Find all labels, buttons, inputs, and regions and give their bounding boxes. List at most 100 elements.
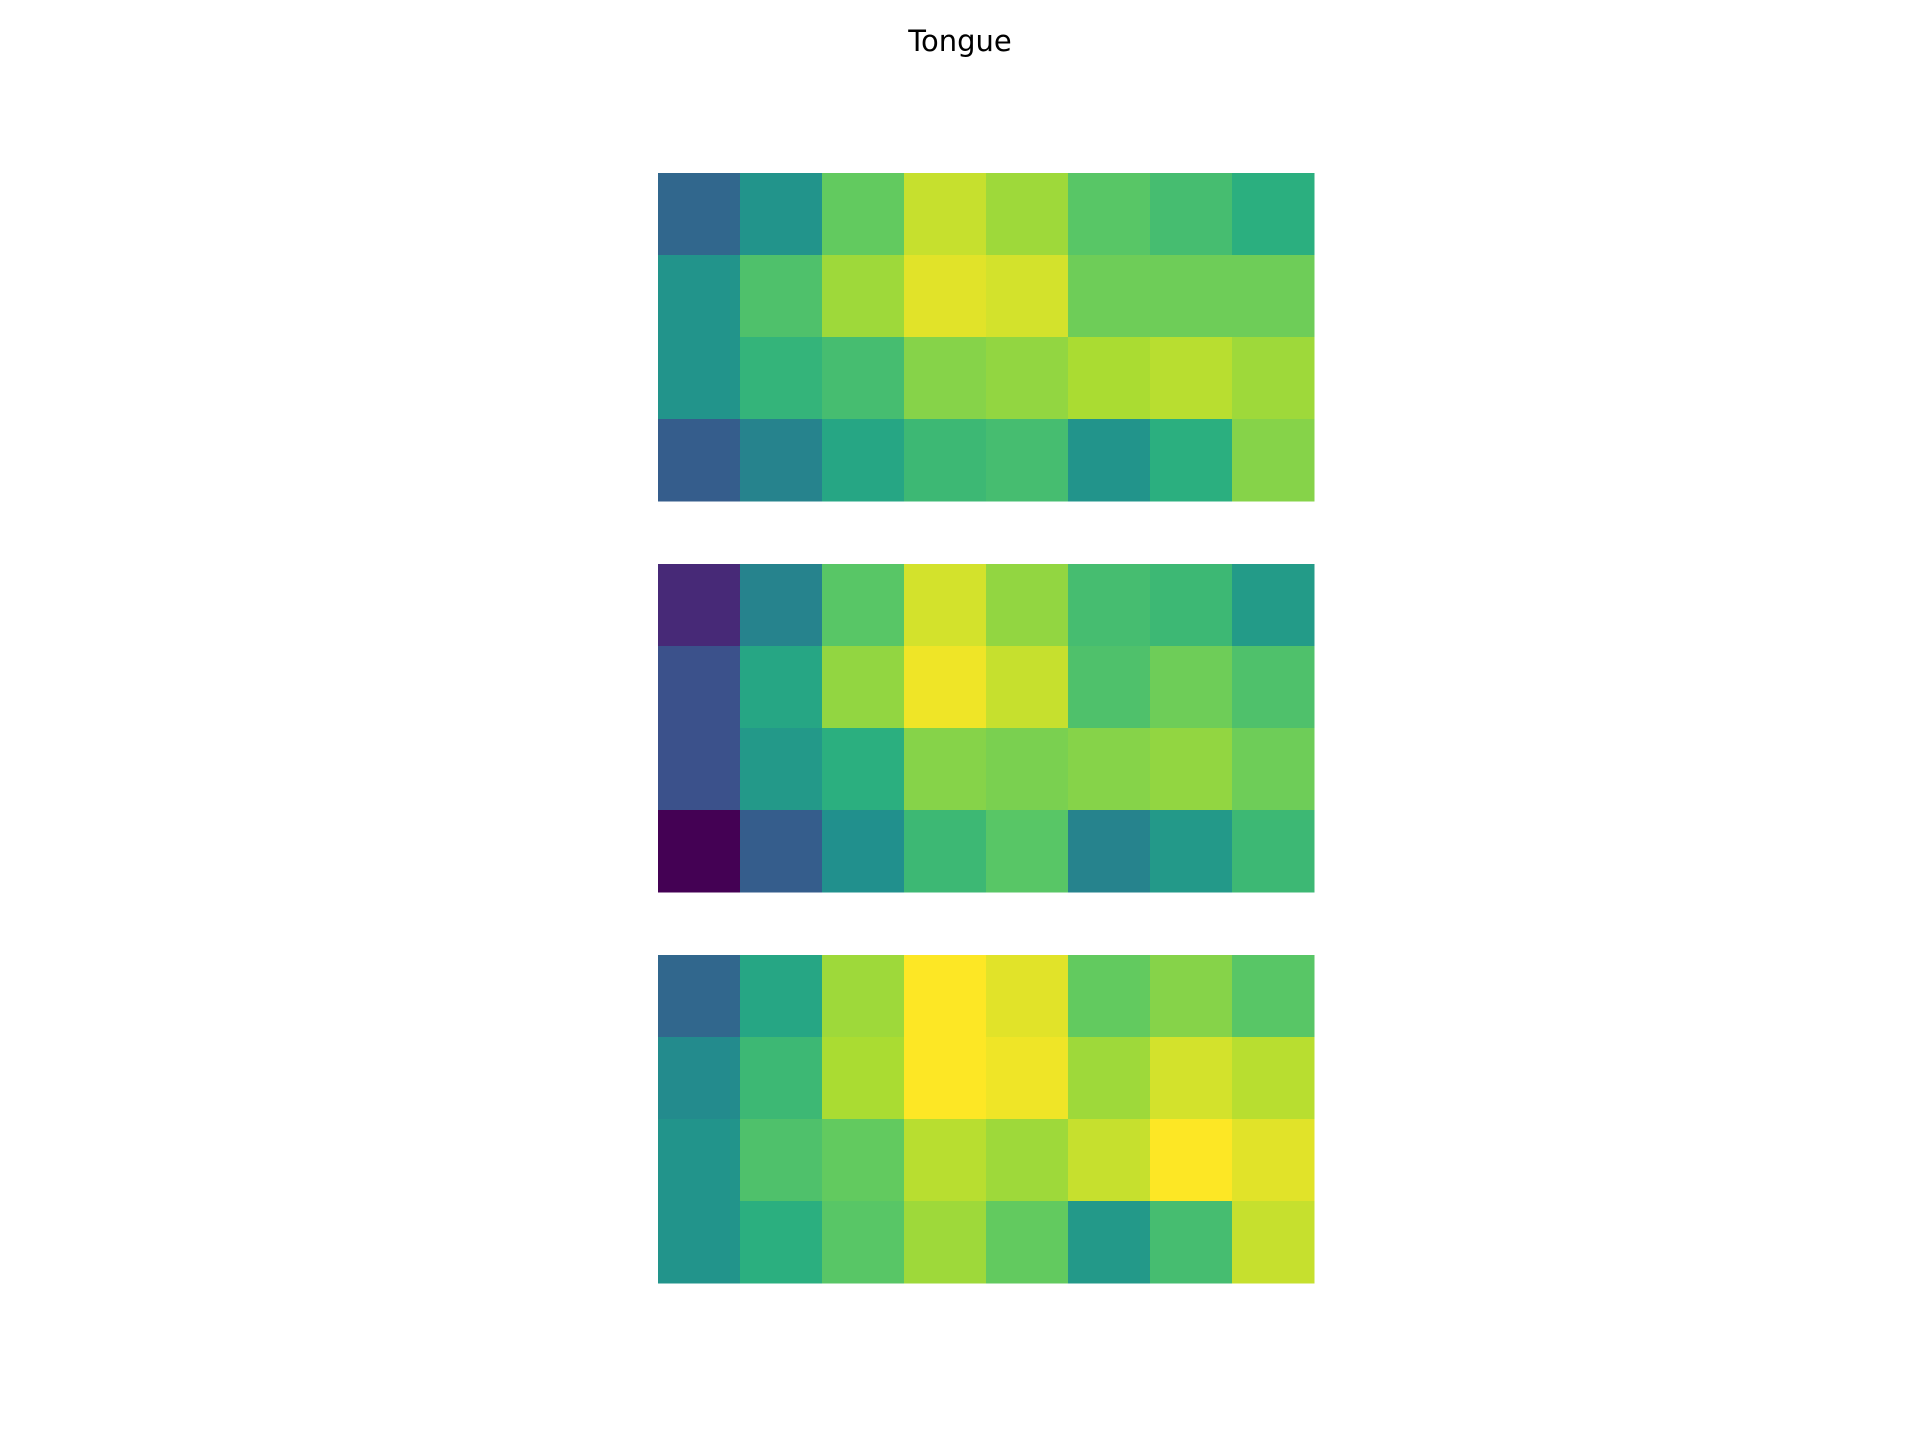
heatmap-cell-p1-r1-c5 xyxy=(986,173,1069,256)
heatmap-cell-p2-r1-c4 xyxy=(904,564,987,647)
heatmap-cell-p2-r3-c3 xyxy=(822,728,905,811)
heatmap-cell-p1-r4-c3 xyxy=(822,419,905,502)
heatmap-cell-p2-r4-c7 xyxy=(1150,810,1233,893)
heatmap-cell-p3-r1-c6 xyxy=(1068,955,1151,1038)
heatmap-cell-p3-r3-c3 xyxy=(822,1119,905,1202)
heatmap-cell-p1-r3-c1 xyxy=(658,337,741,420)
heatmap-cell-p1-r3-c2 xyxy=(740,337,823,420)
heatmap-cell-p3-r2-c4 xyxy=(904,1037,987,1120)
heatmap-cell-p1-r4-c6 xyxy=(1068,419,1151,502)
heatmap-cell-p1-r4-c8 xyxy=(1232,419,1315,502)
heatmap-cell-p3-r1-c4 xyxy=(904,955,987,1038)
heatmap-cell-p3-r2-c3 xyxy=(822,1037,905,1120)
heatmap-cell-p1-r1-c4 xyxy=(904,173,987,256)
heatmap-cell-p2-r3-c6 xyxy=(1068,728,1151,811)
heatmap-cell-p2-r1-c2 xyxy=(740,564,823,647)
heatmap-cell-p2-r2-c5 xyxy=(986,646,1069,729)
heatmap-cell-p1-r2-c1 xyxy=(658,255,741,338)
heatmap-cell-p3-r2-c6 xyxy=(1068,1037,1151,1120)
chart-title: Tongue xyxy=(908,24,1012,58)
heatmap-cell-p1-r3-c5 xyxy=(986,337,1069,420)
heatmap-cell-p2-r3-c2 xyxy=(740,728,823,811)
heatmap-cell-p1-r4-c2 xyxy=(740,419,823,502)
heatmap-panel-2 xyxy=(658,564,1315,893)
heatmap-cell-p1-r4-c7 xyxy=(1150,419,1233,502)
heatmap-cell-p2-r2-c4 xyxy=(904,646,987,729)
heatmap-cell-p2-r2-c1 xyxy=(658,646,741,729)
heatmap-cell-p1-r1-c6 xyxy=(1068,173,1151,256)
heatmap-cell-p3-r3-c1 xyxy=(658,1119,741,1202)
heatmap-cell-p1-r1-c2 xyxy=(740,173,823,256)
heatmap-cell-p1-r2-c8 xyxy=(1232,255,1315,338)
heatmap-cell-p2-r1-c1 xyxy=(658,564,741,647)
heatmap-cell-p3-r1-c3 xyxy=(822,955,905,1038)
heatmap-cell-p3-r3-c6 xyxy=(1068,1119,1151,1202)
heatmap-cell-p1-r4-c1 xyxy=(658,419,741,502)
heatmap-cell-p1-r3-c7 xyxy=(1150,337,1233,420)
heatmap-cell-p3-r1-c5 xyxy=(986,955,1069,1038)
heatmap-cell-p2-r4-c1 xyxy=(658,810,741,893)
heatmap-cell-p2-r2-c2 xyxy=(740,646,823,729)
heatmap-cell-p3-r4-c8 xyxy=(1232,1201,1315,1284)
heatmap-cell-p1-r2-c7 xyxy=(1150,255,1233,338)
heatmap-panel-3 xyxy=(658,955,1315,1284)
heatmap-cell-p3-r2-c8 xyxy=(1232,1037,1315,1120)
heatmap-cell-p3-r1-c7 xyxy=(1150,955,1233,1038)
heatmap-cell-p2-r2-c3 xyxy=(822,646,905,729)
heatmap-cell-p1-r2-c3 xyxy=(822,255,905,338)
heatmap-cell-p1-r3-c8 xyxy=(1232,337,1315,420)
heatmap-cell-p3-r3-c5 xyxy=(986,1119,1069,1202)
heatmap-cell-p3-r4-c5 xyxy=(986,1201,1069,1284)
heatmap-cell-p3-r1-c8 xyxy=(1232,955,1315,1038)
heatmap-cell-p3-r3-c4 xyxy=(904,1119,987,1202)
heatmap-cell-p2-r1-c5 xyxy=(986,564,1069,647)
heatmap-cell-p3-r4-c2 xyxy=(740,1201,823,1284)
heatmap-cell-p2-r1-c7 xyxy=(1150,564,1233,647)
heatmap-cell-p1-r1-c1 xyxy=(658,173,741,256)
heatmap-cell-p2-r3-c4 xyxy=(904,728,987,811)
heatmap-cell-p2-r4-c2 xyxy=(740,810,823,893)
heatmap-cell-p1-r3-c4 xyxy=(904,337,987,420)
heatmap-cell-p2-r3-c8 xyxy=(1232,728,1315,811)
heatmap-cell-p2-r1-c3 xyxy=(822,564,905,647)
heatmap-cell-p1-r3-c6 xyxy=(1068,337,1151,420)
heatmap-cell-p2-r3-c7 xyxy=(1150,728,1233,811)
heatmap-cell-p3-r4-c7 xyxy=(1150,1201,1233,1284)
heatmap-cell-p1-r1-c7 xyxy=(1150,173,1233,256)
heatmap-cell-p1-r2-c2 xyxy=(740,255,823,338)
heatmap-cell-p2-r4-c3 xyxy=(822,810,905,893)
heatmap-cell-p2-r3-c5 xyxy=(986,728,1069,811)
heatmap-cell-p1-r2-c5 xyxy=(986,255,1069,338)
heatmap-cell-p3-r3-c7 xyxy=(1150,1119,1233,1202)
heatmap-cell-p1-r2-c4 xyxy=(904,255,987,338)
heatmap-cell-p2-r4-c6 xyxy=(1068,810,1151,893)
heatmap-cell-p3-r1-c1 xyxy=(658,955,741,1038)
heatmap-cell-p2-r4-c4 xyxy=(904,810,987,893)
heatmap-cell-p2-r2-c6 xyxy=(1068,646,1151,729)
heatmap-cell-p3-r2-c5 xyxy=(986,1037,1069,1120)
heatmap-cell-p1-r1-c8 xyxy=(1232,173,1315,256)
heatmap-cell-p3-r4-c1 xyxy=(658,1201,741,1284)
heatmap-cell-p1-r4-c4 xyxy=(904,419,987,502)
heatmap-cell-p2-r4-c5 xyxy=(986,810,1069,893)
heatmap-cell-p3-r4-c4 xyxy=(904,1201,987,1284)
heatmap-cell-p3-r2-c2 xyxy=(740,1037,823,1120)
heatmap-cell-p2-r2-c8 xyxy=(1232,646,1315,729)
heatmap-cell-p3-r2-c1 xyxy=(658,1037,741,1120)
heatmap-cell-p1-r3-c3 xyxy=(822,337,905,420)
heatmap-panel-1 xyxy=(658,173,1315,502)
heatmap-cell-p2-r2-c7 xyxy=(1150,646,1233,729)
heatmap-cell-p2-r3-c1 xyxy=(658,728,741,811)
heatmap-cell-p3-r4-c3 xyxy=(822,1201,905,1284)
heatmap-cell-p3-r4-c6 xyxy=(1068,1201,1151,1284)
heatmap-cell-p1-r4-c5 xyxy=(986,419,1069,502)
heatmap-cell-p3-r2-c7 xyxy=(1150,1037,1233,1120)
heatmap-cell-p2-r1-c6 xyxy=(1068,564,1151,647)
heatmap-cell-p2-r1-c8 xyxy=(1232,564,1315,647)
heatmap-cell-p2-r4-c8 xyxy=(1232,810,1315,893)
heatmap-cell-p3-r3-c8 xyxy=(1232,1119,1315,1202)
heatmap-cell-p3-r3-c2 xyxy=(740,1119,823,1202)
heatmap-cell-p1-r1-c3 xyxy=(822,173,905,256)
